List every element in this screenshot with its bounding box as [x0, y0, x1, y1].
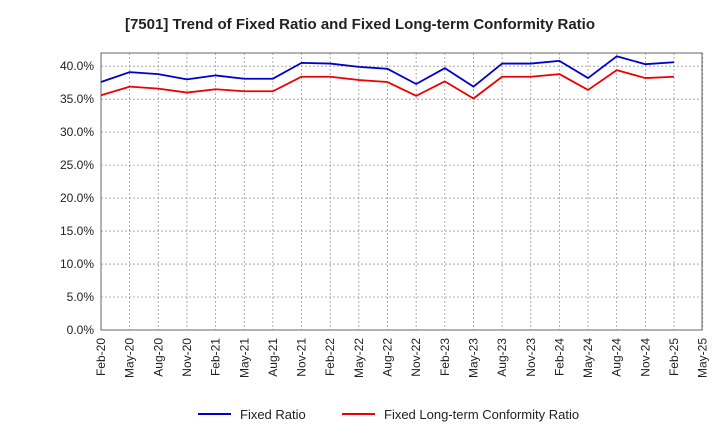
- x-tick-label: May-21: [237, 338, 251, 378]
- x-tick-label: Aug-23: [495, 338, 509, 377]
- plot-frame: [100, 52, 703, 331]
- y-tick-label: 15.0%: [60, 224, 94, 238]
- x-tick-label: Nov-22: [409, 338, 423, 377]
- y-tick-label: 5.0%: [67, 290, 95, 304]
- x-tick-label: Feb-20: [94, 338, 108, 376]
- y-tick-label: 35.0%: [60, 92, 94, 106]
- x-tick-label: Aug-21: [266, 338, 280, 377]
- x-tick-label: Feb-25: [667, 338, 681, 376]
- x-tick-label: Feb-23: [438, 338, 452, 376]
- x-tick-label: Nov-21: [295, 338, 309, 377]
- x-tick-label: Nov-24: [638, 338, 652, 377]
- x-tick-label: Feb-22: [323, 338, 337, 376]
- x-tick-label: May-22: [352, 338, 366, 378]
- x-tick-label: Feb-21: [209, 338, 223, 376]
- y-tick-label: 30.0%: [60, 125, 94, 139]
- x-tick-label: May-25: [696, 338, 710, 378]
- x-tick-label: May-23: [466, 338, 480, 378]
- legend-fixed-ratio-label: Fixed Ratio: [240, 407, 306, 422]
- x-tick-label: Nov-20: [180, 338, 194, 377]
- y-tick-label: 20.0%: [60, 191, 94, 205]
- series-line-fixed-long-term-conformity-ratio: [100, 69, 675, 100]
- chart-title: [7501] Trend of Fixed Ratio and Fixed Lo…: [124, 16, 596, 33]
- x-tick-label: May-20: [123, 338, 137, 378]
- x-tick-label: Feb-24: [552, 338, 566, 376]
- legend-fixed-long-term-conformity-ratio-label: Fixed Long-term Conformity Ratio: [384, 407, 579, 422]
- x-tick-label: May-24: [581, 338, 595, 378]
- y-tick-label: 25.0%: [60, 158, 94, 172]
- x-tick-label: Aug-20: [151, 338, 165, 377]
- x-tick-label: Aug-24: [610, 338, 624, 377]
- y-tick-label: 0.0%: [67, 323, 95, 337]
- y-tick-label: 10.0%: [60, 257, 94, 271]
- x-tick-label: Aug-22: [381, 338, 395, 377]
- y-tick-label: 40.0%: [60, 59, 94, 73]
- x-tick-label: Nov-23: [524, 338, 538, 377]
- series-line-fixed-ratio: [100, 55, 675, 88]
